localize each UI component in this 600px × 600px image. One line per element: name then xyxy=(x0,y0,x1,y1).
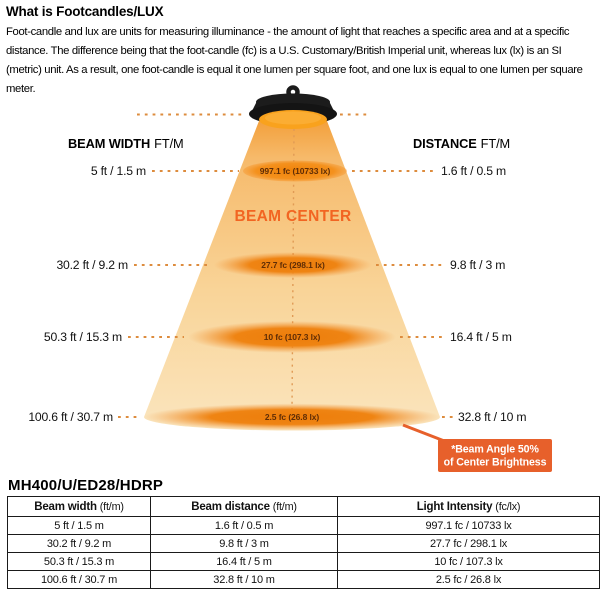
intensity-spot-2-label: 27.7 fc (298.1 lx) xyxy=(261,260,325,270)
spec-table: Beam width (ft/m) Beam distance (ft/m) L… xyxy=(7,496,600,589)
col-header-beam-width-unit: (ft/m) xyxy=(99,500,124,513)
page-title: What is Footcandles/LUX xyxy=(6,4,164,19)
col-header-beam-width-bold: Beam width xyxy=(34,500,97,513)
beam-center-label: BEAM CENTER xyxy=(235,208,352,225)
callout-box xyxy=(438,439,552,472)
intro-section: What is Footcandles/LUX Foot-candle and … xyxy=(6,4,595,99)
cell-beam-width: 100.6 ft / 30.7 m xyxy=(7,570,151,589)
callout-line-1: *Beam Angle 50% xyxy=(451,444,539,456)
cell-light-intensity: 997.1 fc / 10733 lx xyxy=(337,516,600,535)
table-row: 50.3 ft / 15.3 m 16.4 ft / 5 m 10 fc / 1… xyxy=(7,552,600,571)
intensity-spot-3: 10 fc (107.3 lx) xyxy=(188,321,396,353)
distance-value-4: 32.8 ft / 10 m xyxy=(458,410,526,424)
distance-value-2: 9.8 ft / 3 m xyxy=(450,258,505,272)
table-row: 30.2 ft / 9.2 m 9.8 ft / 3 m 27.7 fc / 2… xyxy=(7,534,600,553)
intro-paragraph: Foot-candle and lux are units for measur… xyxy=(6,26,583,95)
callout-line-2: of Center Brightness xyxy=(444,457,547,469)
table-row: 5 ft / 1.5 m 1.6 ft / 0.5 m 997.1 fc / 1… xyxy=(7,516,600,535)
col-header-light-intensity: Light Intensity (fc/lx) xyxy=(337,496,600,517)
distance-header-bold: DISTANCE xyxy=(413,136,477,151)
cell-light-intensity: 2.5 fc / 26.8 lx xyxy=(337,570,600,589)
col-header-beam-distance-bold: Beam distance xyxy=(191,500,270,513)
highbay-light-fixture-icon xyxy=(249,85,337,129)
beam-width-header-bold: BEAM WIDTH xyxy=(68,136,150,151)
beam-width-header: BEAM WIDTH FT/M xyxy=(68,136,184,151)
cell-beam-width: 30.2 ft / 9.2 m xyxy=(7,534,151,553)
intensity-spot-2: 27.7 fc (298.1 lx) xyxy=(214,252,372,278)
intensity-spot-4: 2.5 fc (26.8 lx) xyxy=(144,403,440,431)
distance-value-3: 16.4 ft / 5 m xyxy=(450,330,512,344)
cell-beam-distance: 16.4 ft / 5 m xyxy=(150,552,338,571)
beam-width-value-2: 30.2 ft / 9.2 m xyxy=(56,258,128,272)
cell-beam-distance: 9.8 ft / 3 m xyxy=(150,534,338,553)
cell-light-intensity: 10 fc / 107.3 lx xyxy=(337,552,600,571)
table-header-row: Beam width (ft/m) Beam distance (ft/m) L… xyxy=(7,496,600,517)
model-number-title: MH400/U/ED28/HDRP xyxy=(8,477,164,494)
cell-beam-width: 50.3 ft / 15.3 m xyxy=(7,552,151,571)
col-header-beam-distance: Beam distance (ft/m) xyxy=(150,496,338,517)
beam-width-value-4: 100.6 ft / 30.7 m xyxy=(28,410,113,424)
table-row: 100.6 ft / 30.7 m 32.8 ft / 10 m 2.5 fc … xyxy=(7,570,600,589)
cell-beam-width: 5 ft / 1.5 m xyxy=(7,516,151,535)
distance-header-unit: FT/M xyxy=(481,136,510,151)
col-header-light-intensity-unit: (fc/lx) xyxy=(495,500,521,513)
distance-header: DISTANCE FT/M xyxy=(413,136,510,151)
intensity-spot-4-label: 2.5 fc (26.8 lx) xyxy=(265,412,319,422)
cell-beam-distance: 32.8 ft / 10 m xyxy=(150,570,338,589)
beam-width-header-unit: FT/M xyxy=(154,136,183,151)
cell-light-intensity: 27.7 fc / 298.1 lx xyxy=(337,534,600,553)
beam-width-value-3: 50.3 ft / 15.3 m xyxy=(44,330,122,344)
intensity-spot-1-label: 997.1 fc (10733 lx) xyxy=(260,166,331,176)
col-header-light-intensity-bold: Light Intensity xyxy=(416,500,493,513)
beam-diagram: 997.1 fc (10733 lx) 27.7 fc (298.1 lx) 1… xyxy=(28,85,552,472)
distance-value-1: 1.6 ft / 0.5 m xyxy=(441,164,506,178)
beam-angle-callout: *Beam Angle 50% of Center Brightness xyxy=(402,423,552,472)
col-header-beam-distance-unit: (ft/m) xyxy=(272,500,297,513)
intensity-spot-1: 997.1 fc (10733 lx) xyxy=(243,160,347,182)
beam-width-value-1: 5 ft / 1.5 m xyxy=(91,164,146,178)
intensity-spot-3-label: 10 fc (107.3 lx) xyxy=(264,332,321,342)
cell-beam-distance: 1.6 ft / 0.5 m xyxy=(150,516,338,535)
col-header-beam-width: Beam width (ft/m) xyxy=(7,496,151,517)
